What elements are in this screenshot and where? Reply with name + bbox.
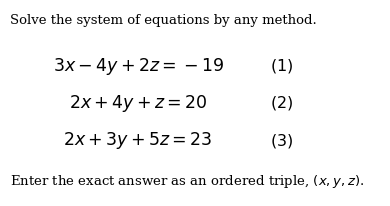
Text: $2x + 3y + 5z = 23$: $2x + 3y + 5z = 23$: [63, 130, 213, 151]
Text: $(3)$: $(3)$: [269, 131, 293, 149]
Text: $3x - 4y + 2z = -19$: $3x - 4y + 2z = -19$: [53, 55, 223, 76]
Text: Enter the exact answer as an ordered triple, $(x, y, z)$.: Enter the exact answer as an ordered tri…: [10, 173, 364, 190]
Text: $(2)$: $(2)$: [269, 94, 293, 112]
Text: Solve the system of equations by any method.: Solve the system of equations by any met…: [10, 14, 317, 27]
Text: $2x + 4y + z = 20$: $2x + 4y + z = 20$: [69, 92, 207, 114]
Text: $(1)$: $(1)$: [269, 57, 293, 75]
